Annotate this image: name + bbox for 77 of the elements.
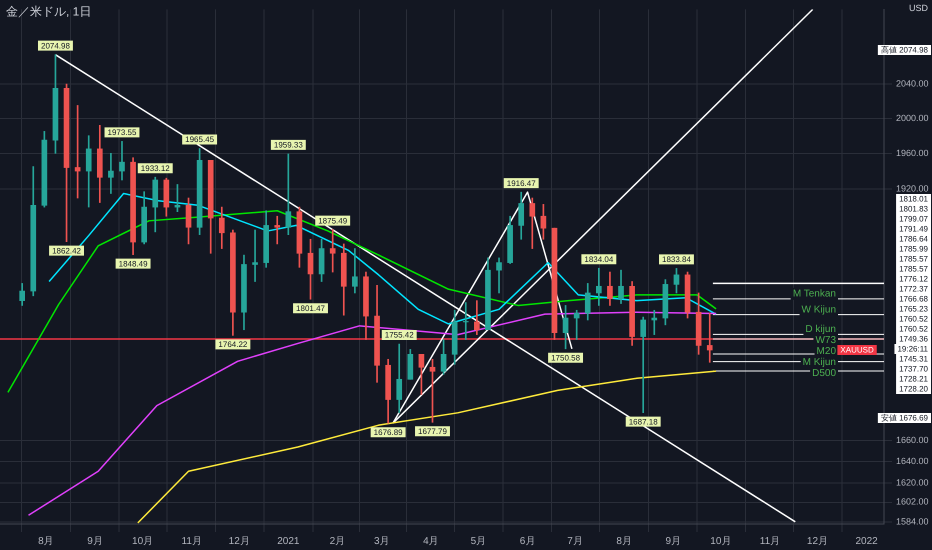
y-tick-label: 1640.00 [896,456,929,466]
text: 1818.01 [899,194,929,204]
x-tick-label: 12月 [806,536,828,547]
x-tick-label: 2021 [277,536,300,547]
text: 1785.57 [899,254,929,264]
text: 1728.21 [899,374,929,384]
series-label: M Tenkan [792,288,836,300]
x-tick-label: 3月 [374,536,390,547]
annotation: 1755.42 [384,330,414,340]
text: 1801.83 [899,204,929,214]
x-tick-label: 11月 [181,536,202,547]
y-tick-label: 1584.00 [896,516,929,526]
annotation: 1965.45 [185,135,215,144]
series-label: D kijun [805,324,836,336]
text: 1765.23 [899,304,929,314]
text: 1728.20 [899,384,929,394]
annotation: XAUUSD [840,346,874,355]
annotation: 1916.47 [506,178,536,188]
annotation: 1834.04 [584,254,614,264]
text: 1785.57 [899,264,929,274]
y-tick-label: 1602.00 [896,496,929,507]
annotation: 1764.22 [218,340,248,350]
annotation: 1676.89 [374,428,404,437]
y-axis-title: USD [908,2,928,13]
annotation: 1933.12 [140,164,170,173]
text: 1760.52 [899,324,929,334]
series-label: M20 [816,346,836,358]
x-tick-label: 4月 [423,536,439,547]
annotation: 1677.79 [418,426,448,436]
text: 1776.12 [899,274,929,284]
x-tick-label: 8月 [616,536,632,547]
x-tick-label: 6月 [520,536,536,547]
text: 1772.37 [899,284,929,294]
annotation: 1875.49 [318,216,348,226]
annotation: 2074.98 [40,41,70,50]
x-tick-label: 8月 [38,536,54,547]
text: 1737.70 [899,364,929,374]
annotation: 1959.33 [274,140,304,150]
text: 1799.07 [899,214,929,224]
x-tick-label: 5月 [470,536,486,547]
x-tick-label: 9月 [666,536,682,547]
x-tick-label: 9月 [87,536,103,547]
x-tick-label: 12月 [228,536,250,547]
y-tick-label: 2000.00 [896,112,929,123]
annotation: 1848.49 [118,259,148,268]
series-label: W Kijun [802,304,836,316]
y-tick-label: 2040.00 [896,78,929,89]
annotation: 1687.18 [628,417,658,426]
annotation: 高値 2074.98 [880,46,929,55]
annotation: 1833.84 [662,255,692,264]
series-label: M Kijun [802,357,836,368]
x-tick-label: 2022 [855,536,878,547]
text: 19:26:11 [897,344,929,354]
annotation: 1973.55 [108,128,137,138]
text: 1785.99 [899,244,929,254]
chart-title: 金／米ドル, 1日 [6,4,92,18]
x-tick-label: 10月 [132,536,154,547]
text: 1766.68 [899,294,929,304]
x-tick-label: 11月 [760,536,780,547]
text: 1791.49 [899,224,929,234]
series-label: D500 [812,368,836,380]
annotation: 1801.47 [296,304,326,313]
annotation: 1750.58 [551,354,581,363]
series-label: W73 [815,335,836,346]
y-tick-label: 1920.00 [896,183,929,194]
text: 1745.31 [899,354,929,364]
y-tick-label: 1620.00 [896,477,929,488]
x-tick-label: 2月 [330,536,346,547]
text: 1749.36 [899,334,929,344]
text: 1786.64 [899,234,929,244]
annotation: 安値 1676.69 [880,414,929,423]
y-tick-label: 1660.00 [896,435,929,446]
x-tick-label: 7月 [567,536,583,547]
text: 1760.52 [899,314,929,324]
x-tick-label: 10月 [710,536,732,547]
annotation: 1862.42 [52,246,82,256]
y-tick-label: 1960.00 [896,148,929,158]
